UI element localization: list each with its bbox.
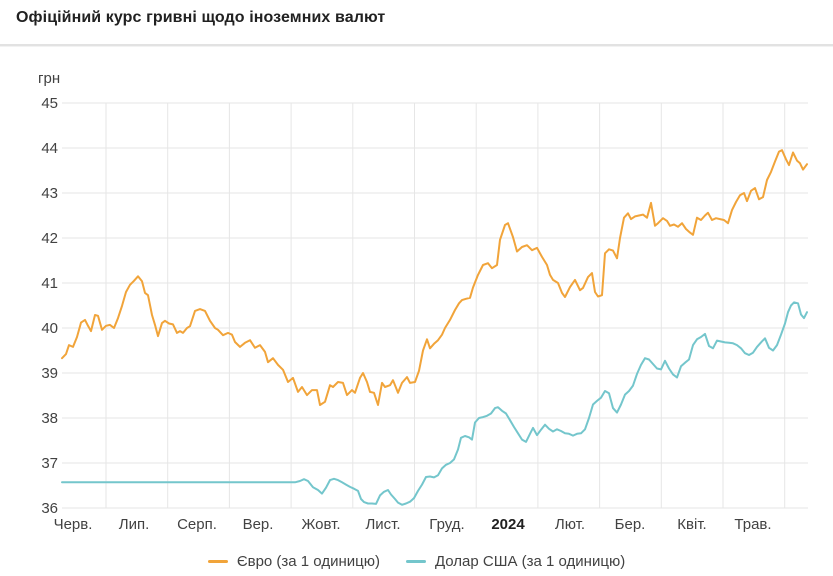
y-tick-43: 43 xyxy=(41,185,58,202)
legend-item-usd[interactable]: Долар США (за 1 одиницю) xyxy=(405,552,626,570)
legend-label-euro: Євро (за 1 одиницю) xyxy=(236,552,380,570)
legend-item-euro[interactable]: Євро (за 1 одиницю) xyxy=(207,552,380,570)
y-tick-44: 44 xyxy=(41,140,58,157)
usd-series-line[interactable] xyxy=(61,301,808,506)
legend-label-usd: Долар США (за 1 одиницю) xyxy=(434,552,626,570)
x-tick-Квіт.: Квіт. xyxy=(677,516,706,533)
y-tick-40: 40 xyxy=(41,320,58,337)
x-tick-2024: 2024 xyxy=(491,516,525,533)
y-tick-37: 37 xyxy=(41,455,58,472)
x-tick-Лист.: Лист. xyxy=(365,516,400,533)
header-divider xyxy=(0,44,833,47)
y-tick-36: 36 xyxy=(41,500,58,517)
x-tick-Груд.: Груд. xyxy=(429,516,464,533)
y-axis-unit-label: грн xyxy=(38,70,60,87)
widget-header: Офіційний курс гривні щодо іноземних вал… xyxy=(0,0,833,44)
euro-series-line[interactable] xyxy=(61,149,808,406)
x-tick-Бер.: Бер. xyxy=(615,516,646,533)
x-tick-Серп.: Серп. xyxy=(177,516,217,533)
y-tick-45: 45 xyxy=(41,95,58,112)
x-tick-Жовт.: Жовт. xyxy=(301,516,340,533)
chart-title: Офіційний курс гривні щодо іноземних вал… xyxy=(16,9,386,26)
euro-line-swatch xyxy=(207,559,228,563)
y-tick-42: 42 xyxy=(41,230,58,247)
x-tick-Черв.: Черв. xyxy=(54,516,93,533)
x-tick-Вер.: Вер. xyxy=(243,516,274,533)
y-tick-41: 41 xyxy=(41,275,58,292)
y-tick-38: 38 xyxy=(41,410,58,427)
y-tick-39: 39 xyxy=(41,365,58,382)
x-tick-Трав.: Трав. xyxy=(734,516,771,533)
chart-legend: Євро (за 1 одиницю) Долар США (за 1 один… xyxy=(0,549,833,573)
usd-line-swatch xyxy=(405,559,426,563)
x-tick-Лип.: Лип. xyxy=(119,516,150,533)
x-tick-Лют.: Лют. xyxy=(555,516,585,533)
